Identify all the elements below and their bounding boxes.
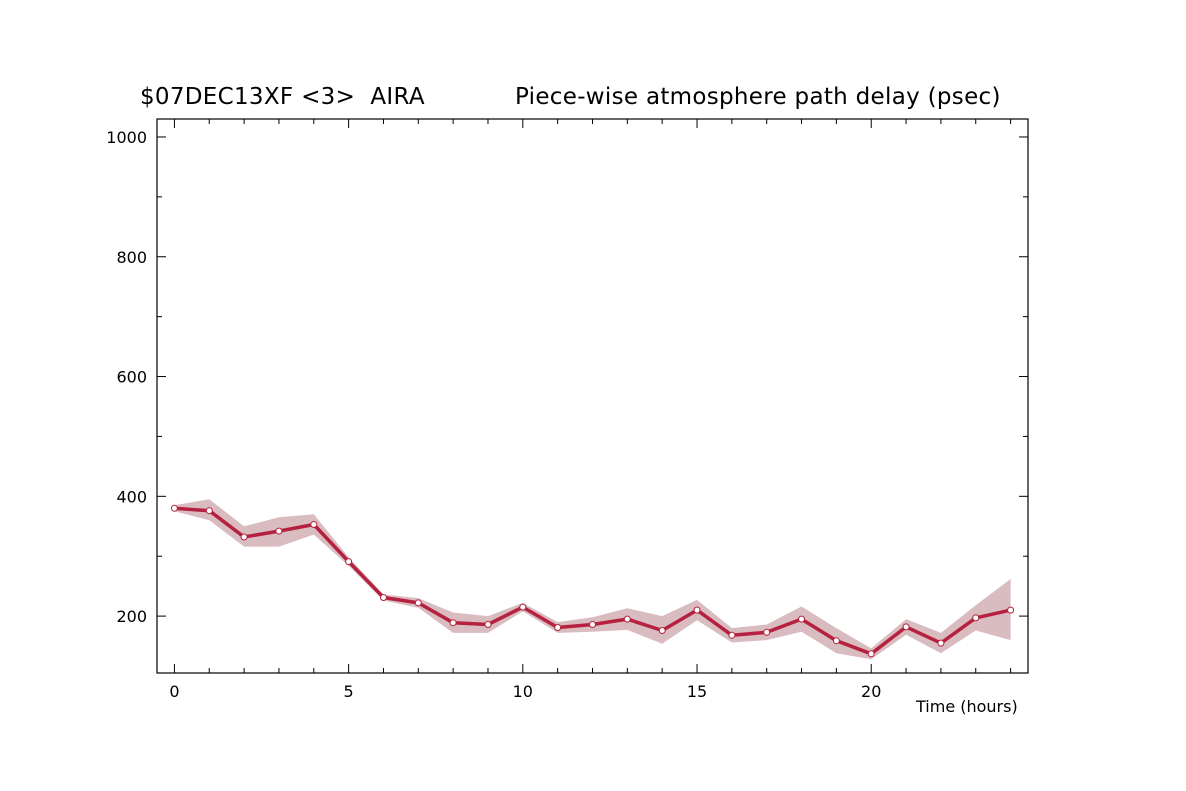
data-point	[972, 614, 980, 622]
x-tick-label: 10	[513, 682, 533, 701]
x-tick-label: 20	[861, 682, 881, 701]
y-tick-label: 1000	[106, 128, 147, 147]
data-point	[240, 533, 248, 541]
data-point	[623, 615, 631, 623]
data-point	[275, 527, 283, 535]
data-point	[728, 631, 736, 639]
data-point	[658, 627, 666, 634]
plot-frame	[156, 118, 1029, 674]
data-point	[310, 521, 318, 528]
data-point	[205, 507, 213, 515]
data-point	[763, 628, 771, 636]
data-point	[798, 615, 805, 623]
data-point	[937, 639, 945, 647]
x-tick-label: 0	[169, 682, 179, 701]
data-point	[554, 624, 562, 631]
data-point	[693, 606, 701, 614]
data-point-layer	[170, 504, 1015, 658]
data-point	[519, 603, 527, 611]
y-tick-label: 600	[116, 368, 147, 387]
axis-tick-layer: 0 5 10 15 20 200 400 600 800 1000	[106, 119, 1028, 701]
data-point	[902, 623, 910, 631]
x-tick-label: 15	[687, 682, 707, 701]
data-point	[380, 594, 387, 601]
data-point	[867, 650, 875, 658]
data-point	[1007, 606, 1015, 614]
chart-title-left: $07DEC13XF <3> AIRA	[140, 84, 425, 110]
data-point	[589, 621, 596, 628]
y-tick-label: 400	[116, 487, 147, 506]
x-tick-label: 5	[344, 682, 354, 701]
y-tick-label: 200	[116, 607, 147, 626]
x-axis-label: Time (hours)	[916, 697, 1018, 716]
data-point	[832, 637, 840, 645]
data-point	[449, 619, 457, 627]
data-point	[414, 599, 422, 607]
data-point	[484, 621, 492, 628]
data-point	[170, 504, 178, 512]
error-band-layer	[174, 499, 1011, 660]
data-point	[345, 558, 353, 566]
chart-title-right: Piece-wise atmosphere path delay (psec)	[515, 84, 1001, 110]
y-tick-label: 800	[116, 248, 147, 267]
error-band	[174, 499, 1011, 660]
